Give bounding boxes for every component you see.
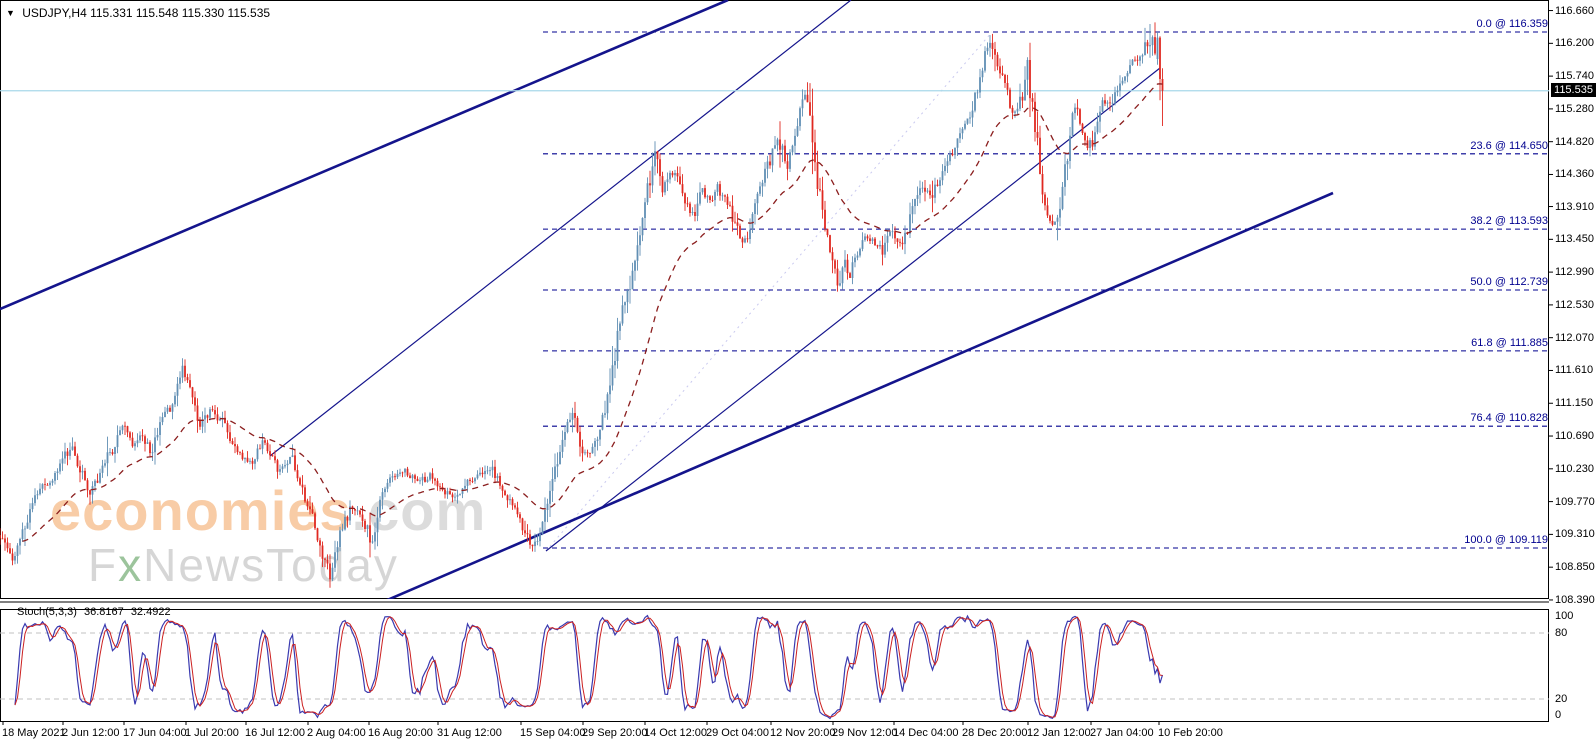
- price-axis-label: 116.660: [1555, 4, 1594, 17]
- fib-level-label[interactable]: 76.4 @ 110.828: [1470, 412, 1548, 425]
- current-price-badge: 115.535: [1551, 83, 1596, 97]
- date-axis-label: 18 May 2021: [2, 727, 66, 739]
- date-axis-label: 16 Jul 12:00: [245, 727, 305, 739]
- date-axis-label: 2 Jun 12:00: [62, 727, 120, 739]
- stoch-axis-label: 0: [1555, 709, 1562, 721]
- date-axis-label: 28 Dec 20:00: [962, 727, 1028, 739]
- up-candle-bodies: [14, 37, 1159, 580]
- price-axis-label: 115.740: [1555, 70, 1594, 83]
- price-axis-label: 108.850: [1555, 561, 1595, 574]
- stoch-name: Stoch(5,3,3): [17, 606, 77, 618]
- stoch-d-line: [14, 616, 1163, 718]
- down-candle-wicks: [0, 22, 1163, 588]
- date-axis-label: 29 Nov 12:00: [832, 727, 898, 739]
- price-axis-label: 109.770: [1555, 495, 1595, 508]
- up-candle-wicks: [14, 24, 1158, 582]
- fib-level-label[interactable]: 0.0 @ 116.359: [1476, 18, 1548, 30]
- stochastic-indicator-label: Stoch(5,3,3) 36.8167 32.4922: [17, 606, 175, 618]
- fib-level-label[interactable]: 61.8 @ 111.885: [1471, 336, 1548, 349]
- date-axis-label: 16 Aug 20:00: [368, 727, 433, 739]
- stoch-panel-area[interactable]: [0, 614, 1549, 720]
- date-axis-label: 12 Jan 12:00: [1027, 727, 1091, 739]
- price-axis-label: 113.450: [1555, 233, 1594, 246]
- fib-level-label[interactable]: 100.0 @ 109.119: [1464, 534, 1548, 546]
- price-axis-label: 110.690: [1555, 430, 1594, 443]
- stoch-axis-label: 100: [1555, 610, 1574, 622]
- date-axis-label: 14 Oct 12:00: [644, 727, 707, 739]
- faint-guide-line[interactable]: [545, 31, 993, 552]
- watermark-brand: economies.com: [50, 479, 487, 542]
- date-axis-label: 31 Aug 12:00: [437, 727, 502, 739]
- fib-level-label[interactable]: 38.2 @ 113.593: [1470, 215, 1548, 228]
- date-axis-label: 1 Jul 20:00: [185, 727, 239, 739]
- down-candle-bodies: [0, 37, 1164, 580]
- uptrend-inner-thin[interactable]: [545, 67, 1161, 552]
- price-axis-label: 116.200: [1555, 37, 1594, 50]
- channel-upper-thin[interactable]: [269, 0, 852, 457]
- stoch-k-line: [14, 614, 1164, 720]
- stoch-plot-border: [0, 609, 1549, 722]
- price-axis-label: 110.230: [1555, 462, 1594, 475]
- chart-title: ▼ USDJPY,H4 115.331 115.548 115.330 115.…: [6, 6, 270, 20]
- stoch-axis-label: 80: [1555, 627, 1568, 639]
- date-axis-label: 10 Feb 20:00: [1158, 727, 1223, 739]
- price-axis-label: 111.610: [1555, 364, 1594, 377]
- date-axis-label: 29 Sep 20:00: [582, 727, 648, 739]
- price-axis-label: 108.390: [1555, 593, 1595, 606]
- date-axis-label: 17 Jun 04:00: [123, 727, 187, 739]
- price-axis-label: 112.530: [1555, 298, 1594, 311]
- fib-level-label[interactable]: 50.0 @ 112.739: [1470, 276, 1548, 288]
- date-axis-label: 15 Sep 04:00: [520, 727, 586, 739]
- price-axis-label: 114.820: [1555, 135, 1594, 148]
- price-axis-label: 111.150: [1555, 397, 1594, 410]
- price-axis-label: 112.070: [1555, 331, 1594, 344]
- main-chart-area[interactable]: [0, 0, 1549, 601]
- date-axis-label: 2 Aug 04:00: [307, 727, 366, 739]
- date-axis-label: 14 Dec 04:00: [893, 727, 959, 739]
- price-axis-label: 115.280: [1555, 102, 1594, 115]
- fib-level-label[interactable]: 23.6 @ 114.650: [1470, 139, 1548, 152]
- moving-average-line[interactable]: [22, 83, 1163, 542]
- price-axis-label: 113.910: [1555, 200, 1594, 213]
- date-axis-label: 29 Oct 04:00: [706, 727, 769, 739]
- watermark: economies.com FxNewsToday: [50, 479, 487, 591]
- price-axis-label: 114.360: [1555, 168, 1594, 181]
- collapse-triangle-icon[interactable]: ▼: [6, 8, 15, 18]
- stoch-d-value: 32.4922: [130, 606, 171, 618]
- main-plot-border: [0, 0, 1549, 599]
- price-axis-label: 109.310: [1555, 528, 1595, 541]
- ohlc-values: 115.331 115.548 115.330 115.535: [90, 6, 271, 20]
- watermark-line2: FxNewsToday: [88, 539, 399, 591]
- date-axis-label: 27 Jan 04:00: [1090, 727, 1154, 739]
- stoch-axis-label: 20: [1555, 693, 1568, 705]
- price-axis-label: 112.990: [1555, 266, 1594, 279]
- symbol-timeframe: USDJPY,H4: [22, 6, 87, 20]
- channel-upper-thick[interactable]: [0, 0, 729, 311]
- date-axis-label: 12 Nov 20:00: [770, 727, 836, 739]
- stoch-k-value: 36.8167: [83, 606, 124, 618]
